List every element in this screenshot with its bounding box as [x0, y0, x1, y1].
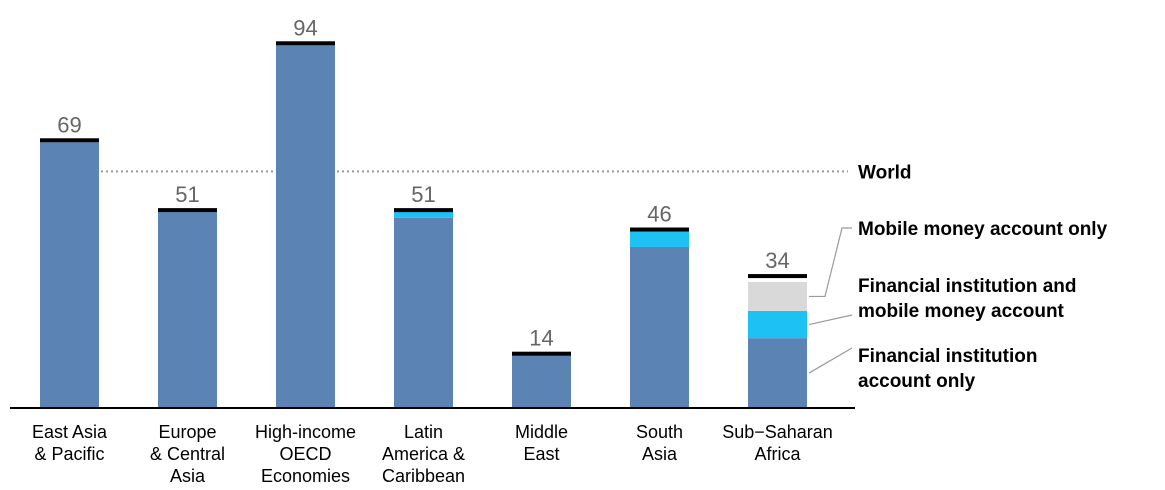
legend-entry-1: Financial institution account only: [858, 346, 1037, 392]
bar-segment-1-cat-3: [276, 45, 335, 408]
total-label-5: 14: [529, 326, 553, 351]
total-label-3: 94: [293, 15, 317, 40]
legend-entry-2: Financial institution and mobile money ac…: [858, 276, 1077, 322]
bar-segment-1-cat-4: [394, 217, 453, 408]
category-label-2: Europe & Central Asia: [150, 422, 225, 486]
bar-total-cap-3: [276, 41, 335, 46]
total-label-7: 34: [765, 248, 789, 273]
bar-total-cap-5: [512, 351, 571, 356]
bar-segment-1-cat-7: [748, 338, 807, 408]
world-line-label: World: [858, 162, 911, 183]
category-label-7: Sub−Saharan Africa: [722, 422, 833, 464]
bar-segment-1-cat-2: [158, 212, 217, 408]
bar-total-cap-1: [40, 138, 99, 143]
total-label-1: 69: [57, 112, 81, 137]
category-label-6: South Asia: [636, 422, 683, 464]
bar-total-cap-6: [630, 227, 689, 232]
bar-segment-2-cat-4: [394, 210, 453, 218]
labels-layer: 69 51 94 51 14 46 34 East Asia & Pacific Europe & …: [32, 15, 833, 486]
category-label-4: Latin America & Caribbean: [382, 422, 465, 486]
total-label-4: 51: [411, 182, 435, 207]
category-label-3: High-income OECD Economies: [255, 422, 356, 486]
total-label-6: 46: [647, 202, 671, 227]
category-label-1: East Asia & Pacific: [32, 422, 108, 464]
bar-segment-1-cat-5: [512, 354, 571, 408]
bar-segment-2-cat-7: [748, 311, 807, 339]
legend-leader-1: [808, 347, 853, 374]
bar-total-cap-4: [394, 208, 453, 213]
bar-segment-1-cat-6: [630, 246, 689, 408]
total-label-2: 51: [175, 182, 199, 207]
category-label-5: Middle East: [515, 422, 568, 464]
bars-layer: [10, 41, 855, 409]
bar-segment-3-cat-7: [748, 281, 807, 311]
bar-total-cap-7: [748, 274, 807, 279]
legend-leader-3: [809, 227, 852, 298]
bar-total-cap-2: [158, 208, 217, 213]
bar-segment-1-cat-1: [40, 142, 99, 408]
bar-segment-2-cat-6: [630, 231, 689, 247]
legend-leader-2: [808, 314, 853, 326]
legend-layer: World Financial institution account only Fi…: [808, 162, 1108, 392]
legend-entry-3: Mobile money account only: [858, 219, 1108, 240]
